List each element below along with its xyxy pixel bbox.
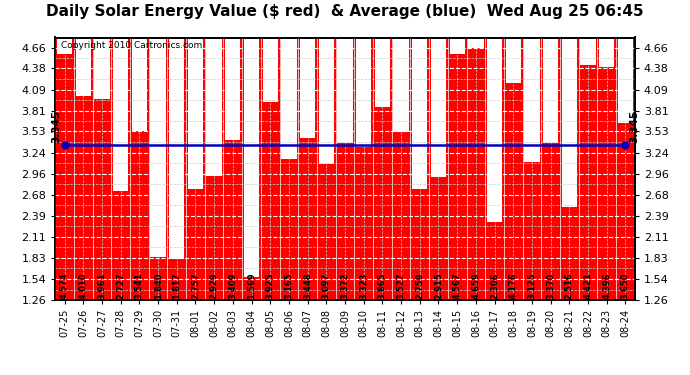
Bar [244,38,259,277]
Text: 2.516: 2.516 [565,272,574,298]
Text: 2.727: 2.727 [116,272,125,298]
Text: 3.527: 3.527 [397,272,406,298]
Bar [618,38,633,123]
Bar [150,38,166,257]
Text: 3.925: 3.925 [266,272,275,298]
Bar [225,38,241,140]
Bar [375,38,390,106]
Bar [300,38,315,138]
Bar [169,38,184,259]
Bar [506,38,521,84]
Bar [132,38,147,130]
Bar [393,38,408,132]
Bar [113,38,128,191]
Text: 4.396: 4.396 [602,272,611,298]
Text: 3.345: 3.345 [51,110,61,143]
Text: 4.421: 4.421 [584,272,593,298]
Text: 1.817: 1.817 [172,272,181,298]
Text: 4.659: 4.659 [471,272,480,298]
Text: 3.165: 3.165 [284,272,293,298]
Text: 3.372: 3.372 [340,272,350,298]
Text: Daily Solar Energy Value ($ red)  & Average (blue)  Wed Aug 25 06:45: Daily Solar Energy Value ($ red) & Avera… [46,4,644,19]
Text: 2.929: 2.929 [210,272,219,298]
Bar [412,38,427,189]
Text: 2.306: 2.306 [490,272,499,298]
Bar [319,38,334,164]
Text: 3.345: 3.345 [629,110,639,143]
Text: 4.010: 4.010 [79,272,88,298]
Text: 3.323: 3.323 [359,272,368,298]
Bar [469,38,484,48]
Text: 1.840: 1.840 [154,272,163,298]
Text: 3.650: 3.650 [621,272,630,298]
Text: 3.865: 3.865 [378,272,387,298]
Text: 3.097: 3.097 [322,272,331,298]
Bar [282,38,297,159]
Bar [356,38,371,147]
Bar [487,38,502,222]
Bar [431,38,446,177]
Bar [524,38,540,162]
Bar [449,38,465,54]
Text: 4.176: 4.176 [509,272,518,298]
Text: Copyright 2010 Cartronics.com: Copyright 2010 Cartronics.com [61,42,202,51]
Text: 3.125: 3.125 [527,272,536,298]
Text: 3.409: 3.409 [228,272,237,298]
Bar [337,38,353,143]
Bar [263,38,278,102]
Bar [57,38,72,54]
Text: 4.574: 4.574 [60,272,69,298]
Text: 2.759: 2.759 [415,272,424,298]
Text: 2.757: 2.757 [191,272,200,298]
Bar [599,38,614,67]
Bar [562,38,577,207]
Bar [543,38,558,143]
Bar [95,38,110,99]
Text: 3.370: 3.370 [546,272,555,298]
Bar [580,38,595,65]
Text: 2.915: 2.915 [434,272,443,298]
Text: 3.541: 3.541 [135,272,144,298]
Bar [188,38,203,189]
Bar [206,38,221,176]
Text: 3.448: 3.448 [303,272,312,298]
Text: 1.569: 1.569 [247,272,256,298]
Text: 3.961: 3.961 [97,272,106,298]
Text: 4.567: 4.567 [453,272,462,298]
Bar [76,38,91,96]
